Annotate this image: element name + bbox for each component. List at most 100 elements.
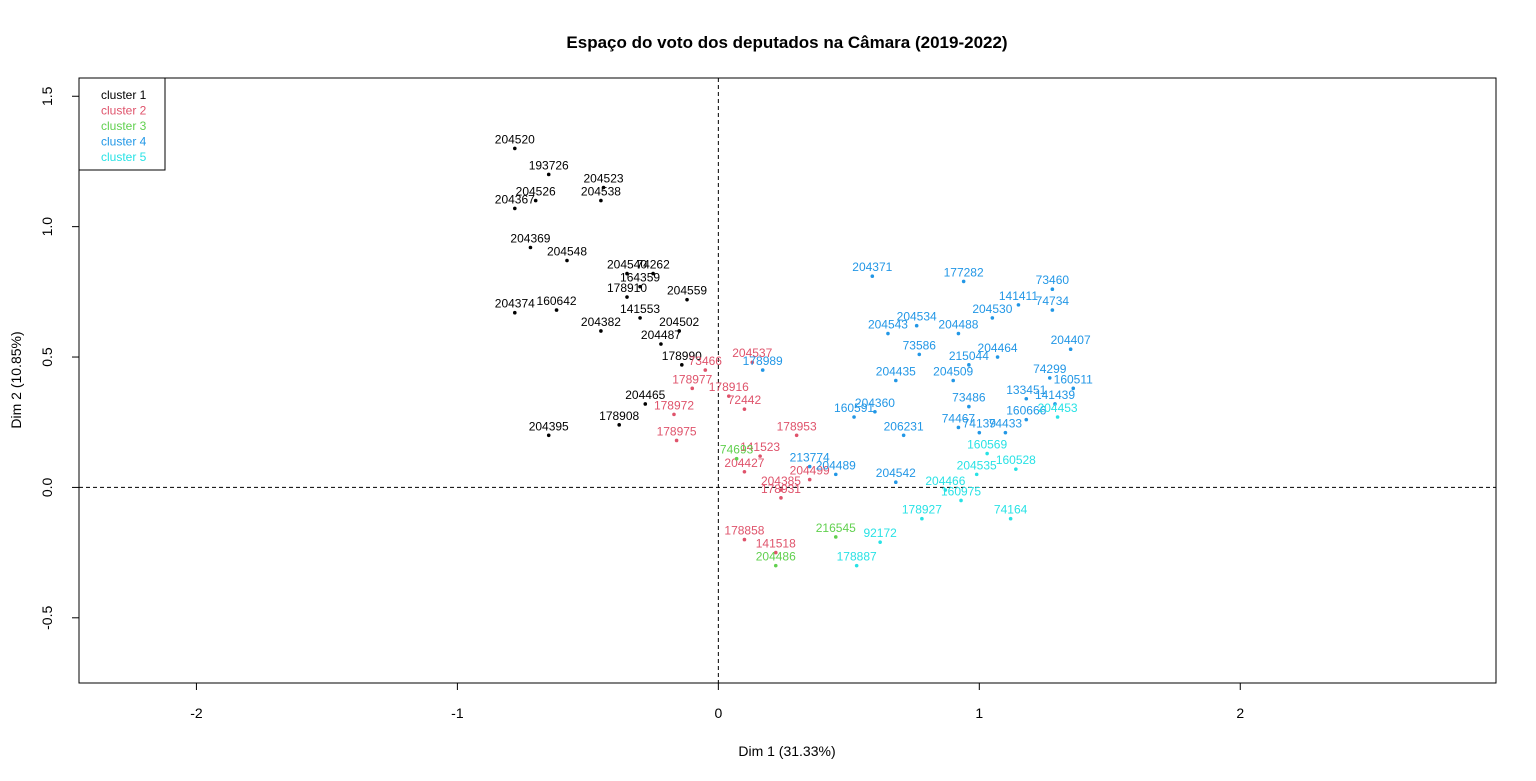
y-tick-label: 0.0 (39, 477, 55, 497)
point-label: 74433 (989, 417, 1023, 431)
data-point (685, 297, 689, 302)
data-point (977, 430, 982, 435)
data-point (1071, 386, 1076, 391)
y-tick-label: 1.0 (39, 217, 55, 237)
data-point (659, 342, 663, 346)
point-label: 178972 (654, 398, 694, 412)
point-label: 160642 (537, 294, 577, 308)
point-label: 141439 (1035, 388, 1075, 402)
point-label: 160975 (941, 484, 981, 498)
point-label: 178975 (657, 424, 697, 438)
data-point (554, 308, 559, 312)
point-label: 204466 (925, 474, 965, 488)
point-label: 204486 (756, 550, 796, 564)
point-label: 213774 (790, 451, 830, 465)
data-point (1008, 516, 1013, 521)
data-point (1024, 396, 1029, 401)
data-point (961, 279, 966, 284)
point-label: 204371 (852, 260, 892, 274)
y-tick-label: 0.5 (39, 347, 55, 367)
data-point (638, 316, 642, 320)
point-label: 204523 (584, 172, 624, 186)
point-label: 206231 (884, 419, 924, 433)
data-point (599, 329, 603, 333)
point-label: 204543 (868, 318, 908, 332)
point-label: 204427 (724, 456, 764, 470)
point-label: 204435 (876, 365, 916, 379)
data-point (674, 438, 679, 443)
point-label: 204526 (516, 185, 556, 199)
point-label: 204464 (978, 341, 1018, 355)
point-label: 204530 (972, 302, 1012, 316)
data-point (990, 316, 995, 320)
point-label: 215044 (949, 349, 989, 363)
data-point (967, 363, 971, 367)
point-label: 178927 (902, 503, 942, 517)
point-label: 193726 (529, 158, 569, 172)
point-label: 178910 (607, 281, 647, 295)
data-point (758, 454, 762, 458)
data-point (601, 185, 606, 190)
point-label: 74164 (994, 503, 1028, 517)
data-point (677, 329, 682, 333)
data-point (1053, 402, 1057, 406)
point-label: 178931 (761, 482, 801, 496)
legend-entry: cluster 3 (101, 119, 147, 133)
point-label: 204382 (581, 315, 621, 329)
point-label: 178977 (672, 372, 712, 386)
point-label: 178858 (724, 524, 764, 538)
data-point (742, 537, 747, 542)
data-point (1068, 347, 1073, 352)
data-point (617, 423, 621, 427)
point-label: 73466 (689, 354, 723, 368)
point-label: 204395 (529, 419, 569, 433)
data-point (599, 198, 603, 203)
data-point (773, 550, 778, 555)
data-point (512, 206, 517, 211)
data-point (680, 363, 684, 367)
point-label: 178908 (599, 409, 639, 423)
data-point (974, 472, 979, 477)
data-point (528, 245, 533, 250)
point-label: 204548 (547, 245, 587, 259)
data-point (760, 368, 765, 372)
point-label: 141411 (999, 289, 1038, 303)
data-point (794, 433, 799, 438)
point-label: 178989 (743, 354, 783, 368)
point-label: 204367 (495, 192, 535, 206)
data-point (985, 451, 989, 456)
data-point (690, 386, 695, 391)
point-label: 74693 (720, 443, 754, 457)
point-label: 216545 (816, 521, 856, 535)
point-label: 204540 (607, 258, 647, 272)
data-point (917, 352, 922, 357)
x-axis: -2 -1 0 1 2 (190, 682, 1244, 721)
data-point (742, 469, 747, 474)
data-point (1055, 415, 1060, 419)
data-point (703, 368, 708, 372)
data-point (1003, 430, 1008, 435)
data-point (750, 360, 755, 365)
data-point (726, 394, 731, 398)
data-point (1024, 417, 1029, 422)
point-label: 204385 (761, 474, 801, 488)
data-point (625, 271, 629, 276)
point-label: 204369 (510, 232, 550, 246)
data-point (546, 172, 551, 177)
point-label: 204535 (957, 458, 997, 472)
x-tick-label: -1 (451, 705, 464, 721)
data-point (1050, 308, 1055, 312)
point-label: 73460 (1036, 273, 1070, 287)
point-label: 204453 (1038, 401, 1078, 415)
data-point (651, 271, 655, 276)
point-label: 74467 (942, 411, 976, 425)
point-label: 204374 (495, 297, 535, 311)
x-tick-label: 1 (975, 705, 983, 721)
series-cluster-3: 74693 216545 204486 (720, 443, 856, 568)
data-point (886, 331, 890, 336)
data-point (638, 284, 642, 289)
data-point (956, 425, 961, 430)
